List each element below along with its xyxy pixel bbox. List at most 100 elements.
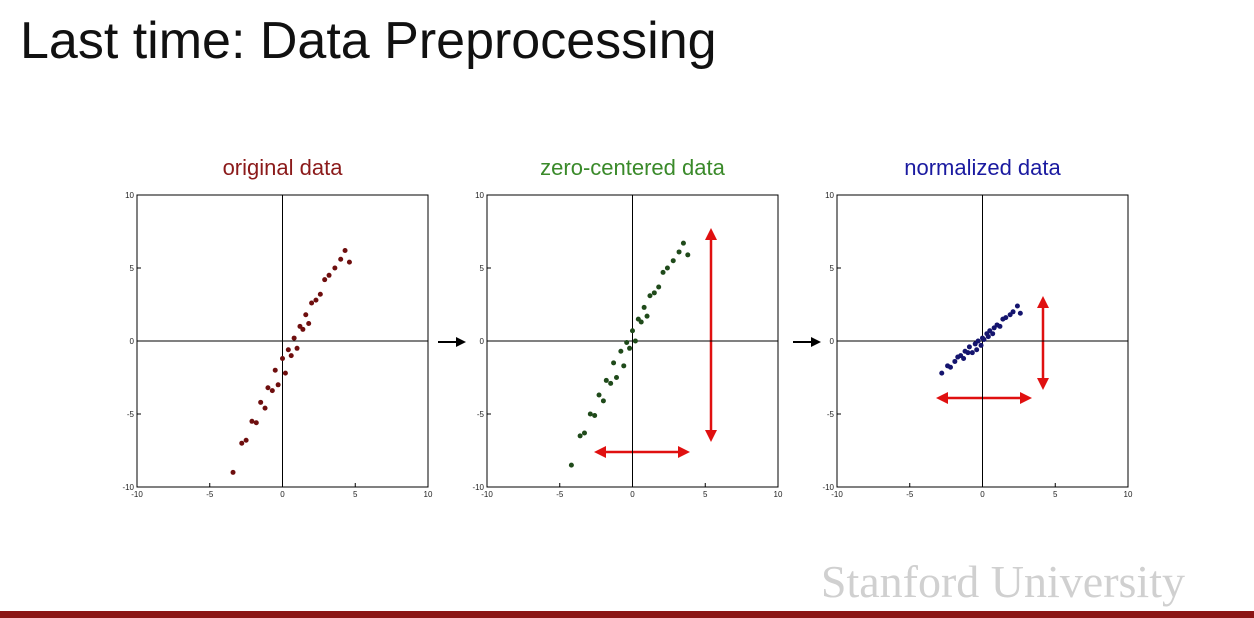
point [280, 356, 285, 362]
arrow-head [594, 446, 690, 458]
point [651, 290, 657, 296]
point [974, 347, 980, 353]
y-tick-label: 5 [130, 264, 135, 273]
point [317, 291, 323, 297]
point [647, 293, 653, 299]
point [275, 382, 281, 388]
point [243, 437, 249, 443]
logo: Stanford University [821, 556, 1185, 607]
x-tick-label: 10 [424, 490, 433, 499]
point [627, 345, 633, 351]
point [670, 258, 676, 264]
point [322, 277, 328, 283]
point [596, 392, 602, 398]
point [230, 469, 236, 475]
y-tick-label: 5 [480, 264, 485, 273]
x-tick-label: -5 [906, 490, 914, 499]
point [613, 375, 619, 380]
point [258, 399, 264, 405]
point [630, 328, 635, 334]
y-tick-label: -10 [472, 483, 484, 492]
point [592, 412, 598, 418]
x-tick-label: -10 [481, 490, 493, 499]
point [326, 272, 332, 278]
point [965, 350, 971, 356]
point [577, 433, 583, 439]
footer-bar [0, 611, 1254, 618]
point [978, 342, 984, 348]
y-tick-label: -10 [122, 483, 134, 492]
point [641, 304, 647, 310]
point [239, 440, 245, 446]
point [300, 326, 306, 332]
scatter-chart: original data -10 -5 0 5 10 -10 -5 0 5 10 [122, 155, 433, 499]
point [664, 265, 670, 271]
point [303, 312, 309, 318]
y-tick-label: -5 [127, 410, 135, 419]
point [981, 337, 987, 343]
y-tick-label: 10 [475, 191, 484, 200]
arrow-head [936, 392, 1032, 404]
arrow-head [811, 337, 821, 347]
point [332, 265, 338, 271]
point [309, 300, 315, 306]
point [939, 370, 945, 376]
point [285, 347, 291, 353]
x-tick-label: -5 [206, 490, 214, 499]
x-tick-label: 0 [980, 490, 985, 499]
point [272, 367, 278, 373]
point [975, 338, 981, 344]
point [568, 462, 574, 468]
x-tick-label: -10 [831, 490, 843, 499]
y-tick-label: 0 [830, 337, 835, 346]
point [947, 364, 953, 370]
point [313, 297, 319, 303]
point [624, 339, 630, 345]
point [660, 269, 666, 275]
x-tick-label: -5 [556, 490, 564, 499]
point [969, 350, 975, 356]
point [990, 331, 996, 337]
x-tick-label: -10 [131, 490, 143, 499]
point [282, 370, 288, 376]
point [966, 344, 972, 350]
chart-title: normalized data [904, 155, 1061, 180]
point [1003, 315, 1009, 321]
point [632, 338, 638, 344]
y-tick-label: -5 [827, 410, 835, 419]
x-tick-label: 0 [630, 490, 635, 499]
point [621, 363, 627, 369]
y-tick-label: 0 [480, 337, 485, 346]
red-arrows [594, 228, 1049, 458]
point [1010, 309, 1016, 315]
y-tick-label: 10 [825, 191, 834, 200]
point [600, 398, 606, 404]
x-tick-label: 0 [280, 490, 285, 499]
point [342, 247, 348, 253]
point [262, 405, 268, 411]
point [618, 348, 624, 354]
point [608, 380, 614, 386]
y-tick-label: 5 [830, 264, 835, 273]
y-tick-label: 0 [130, 337, 135, 346]
y-tick-label: 10 [125, 191, 134, 200]
x-tick-label: 10 [1124, 490, 1133, 499]
point [249, 418, 255, 424]
slide-title: Last time: Data Preprocessing [20, 12, 717, 70]
point [961, 356, 967, 362]
point [346, 259, 352, 265]
point [269, 388, 275, 394]
point [644, 313, 650, 319]
x-tick-label: 5 [353, 490, 358, 499]
point [253, 420, 259, 426]
point [587, 411, 593, 417]
point [288, 353, 294, 359]
point [294, 345, 300, 351]
x-tick-label: 5 [1053, 490, 1058, 499]
chart-title: zero-centered data [540, 155, 725, 180]
chart-title: original data [223, 155, 344, 180]
point [581, 430, 587, 436]
point [985, 334, 991, 340]
point [611, 360, 617, 366]
